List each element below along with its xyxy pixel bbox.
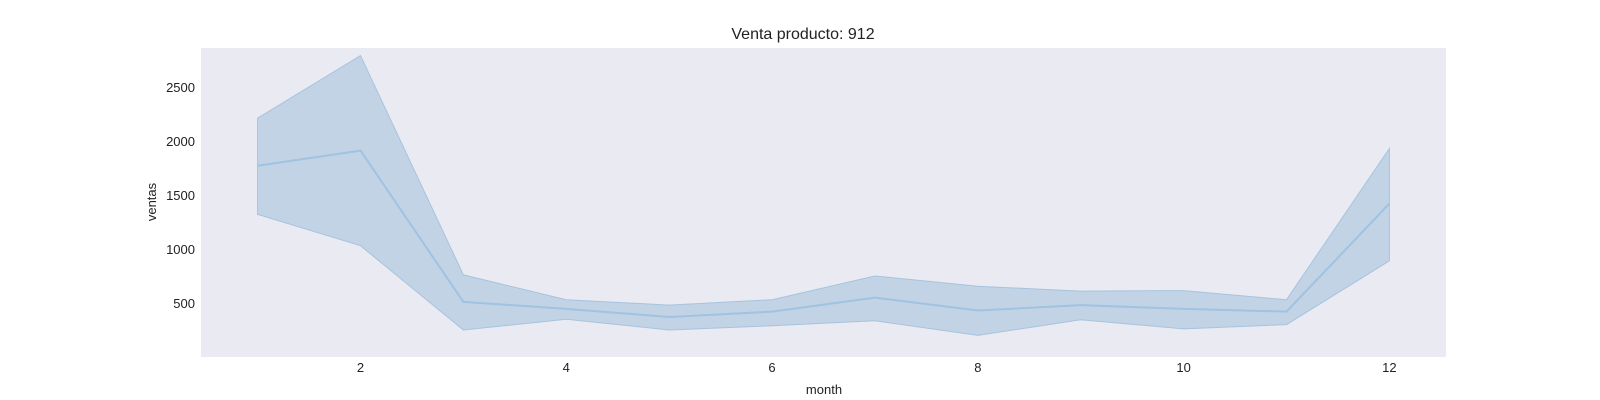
- x-tick-label: 12: [1382, 360, 1396, 375]
- y-tick-label: 1500: [166, 188, 195, 203]
- chart-title: Venta producto: 912: [731, 26, 874, 43]
- x-tick-label: 8: [974, 360, 981, 375]
- y-tick-label: 1000: [166, 242, 195, 257]
- y-axis-ticks: 500 1000 1500 2000 2500: [166, 80, 195, 311]
- confidence-band: [257, 54, 1390, 336]
- x-tick-label: 2: [357, 360, 364, 375]
- x-tick-label: 10: [1176, 360, 1190, 375]
- y-tick-label: 2500: [166, 80, 195, 95]
- x-axis-label: month: [806, 382, 842, 397]
- x-axis-ticks: 2 4 6 8 10 12: [357, 360, 1397, 375]
- y-axis-label: ventas: [144, 182, 159, 221]
- y-tick-label: 2000: [166, 134, 195, 149]
- y-tick-label: 500: [173, 296, 195, 311]
- x-tick-label: 4: [563, 360, 570, 375]
- series-line: [257, 149, 1391, 319]
- x-tick-label: 6: [768, 360, 775, 375]
